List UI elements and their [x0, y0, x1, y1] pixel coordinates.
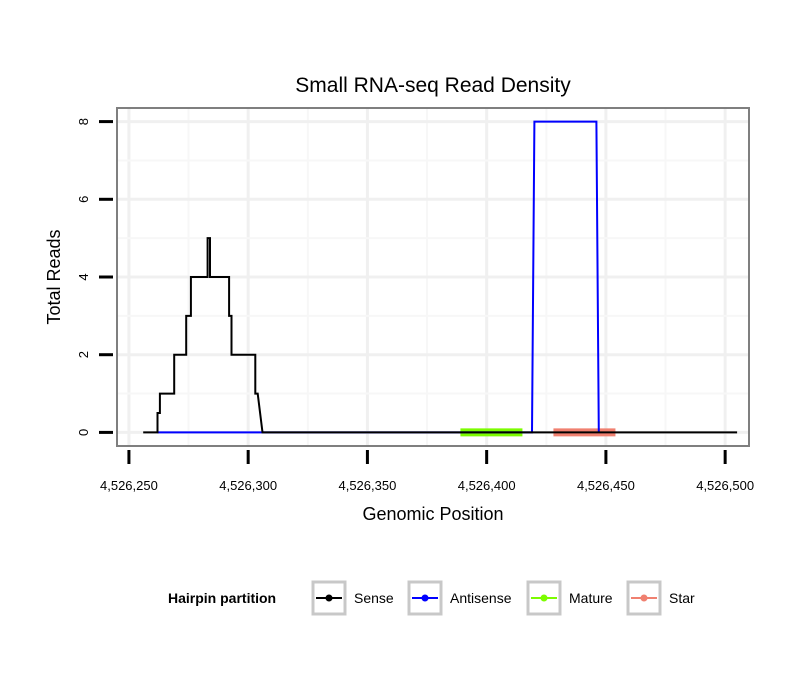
y-axis-title: Total Reads	[44, 229, 64, 324]
y-axis: 0 2 4 6 8	[76, 118, 113, 436]
legend: Hairpin partition Sense Antisense Mature St…	[168, 580, 695, 616]
x-tick-label: 4,526,400	[458, 478, 516, 493]
legend-title: Hairpin partition	[168, 590, 276, 606]
legend-key-dot	[540, 594, 548, 602]
legend-key-dot	[325, 594, 333, 602]
x-tick-label: 4,526,500	[696, 478, 754, 493]
y-tick-label: 6	[76, 196, 91, 203]
x-axis: 4,526,250 4,526,300 4,526,350 4,526,400 4,52…	[100, 450, 754, 493]
series-antisense-line	[157, 120, 600, 434]
x-axis-title: Genomic Position	[362, 504, 503, 524]
x-tick-label: 4,526,450	[577, 478, 635, 493]
series-layer	[143, 120, 738, 437]
grid-lines	[117, 108, 749, 446]
plot-border	[116, 107, 750, 447]
legend-key-dot	[421, 594, 429, 602]
y-tick-label: 0	[76, 429, 91, 436]
legend-key-dot	[640, 594, 648, 602]
series-sense-line	[143, 237, 738, 434]
y-tick-label: 4	[76, 273, 91, 280]
legend-label-antisense: Antisense	[450, 590, 512, 606]
x-tick-label: 4,526,250	[100, 478, 158, 493]
x-tick-label: 4,526,300	[219, 478, 277, 493]
x-tick-label: 4,526,350	[338, 478, 396, 493]
y-tick-label: 2	[76, 351, 91, 358]
y-tick-label: 8	[76, 118, 91, 125]
legend-label-star: Star	[669, 590, 695, 606]
chart-title: Small RNA-seq Read Density	[295, 74, 571, 97]
legend-label-sense: Sense	[354, 590, 394, 606]
legend-label-mature: Mature	[569, 590, 613, 606]
